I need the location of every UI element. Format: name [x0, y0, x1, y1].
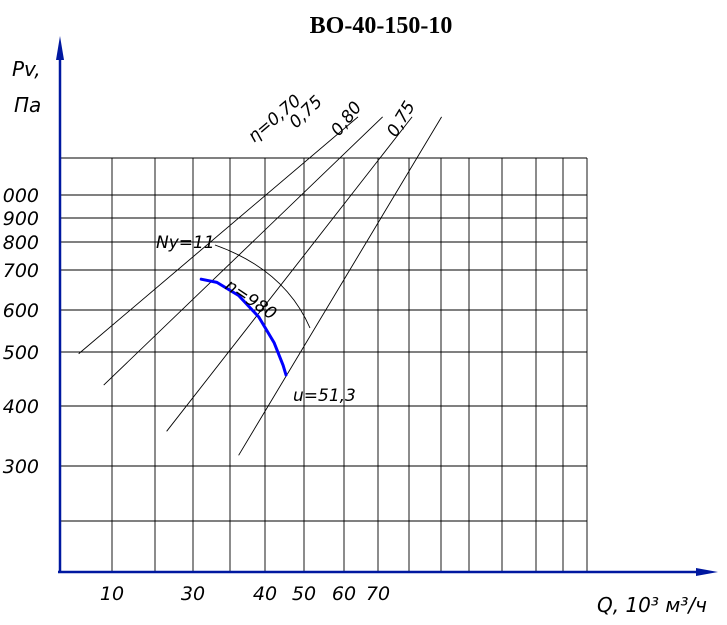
x-tick-label: 70	[366, 583, 390, 605]
efficiency-line	[103, 116, 383, 386]
y-tick-label: 900	[3, 208, 39, 230]
x-axis-arrow	[696, 568, 718, 576]
x-tick-label: 60	[332, 583, 356, 605]
x-axis-label: Q, 10³ м³/ч	[597, 593, 707, 617]
efficiency-line	[238, 116, 442, 456]
y-tick-label: 600	[3, 300, 39, 322]
efficiency-line	[166, 116, 413, 432]
x-tick-label: 30	[181, 583, 205, 605]
efficiency-label: 0,75	[383, 98, 420, 141]
chart-grid	[60, 157, 588, 572]
y-tick-label: 300	[3, 456, 39, 478]
y-axis-arrow	[56, 36, 64, 60]
power-curve-ny	[214, 244, 311, 329]
y-axis-label-line1: Pv,	[12, 57, 41, 81]
x-tick-label: 10	[100, 583, 124, 605]
curve-annotation: Ny=11	[156, 233, 215, 253]
pressure-curve-n980	[199, 277, 288, 377]
x-tick-label: 50	[292, 583, 316, 605]
x-tick-label: 40	[253, 583, 277, 605]
tick-labels: 10 30 40 50 60 70 1000900800 700 600 500 400 300	[0, 185, 390, 605]
efficiency-label: 0,80	[327, 98, 366, 140]
y-tick-label: 1000	[0, 185, 39, 207]
curve-annotation: u=51,3	[293, 386, 356, 406]
chart-title: ВО-40-150-10	[310, 13, 453, 39]
y-axis-label-line2: Па	[14, 93, 41, 117]
data-series	[199, 244, 311, 377]
y-tick-label: 400	[3, 396, 39, 418]
efficiency-line	[78, 116, 359, 355]
efficiency-lines: η=0,700,75 0,80 0,75	[78, 91, 442, 456]
y-tick-label: 700	[3, 260, 39, 282]
y-tick-label: 500	[3, 342, 39, 364]
y-tick-label: 800	[3, 232, 39, 254]
